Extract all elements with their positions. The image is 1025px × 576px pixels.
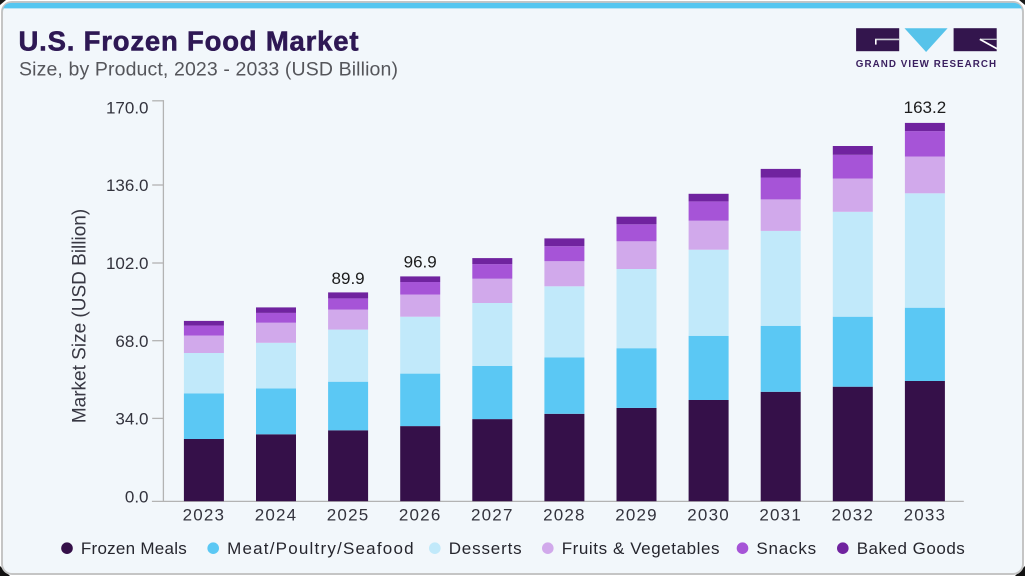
- svg-text:2029: 2029: [615, 506, 658, 525]
- svg-text:2024: 2024: [255, 506, 298, 525]
- svg-text:89.9: 89.9: [332, 269, 365, 288]
- svg-text:Fruits & Vegetables: Fruits & Vegetables: [562, 539, 720, 558]
- svg-text:102.0: 102.0: [106, 254, 149, 273]
- svg-text:Snacks: Snacks: [756, 539, 817, 558]
- svg-text:2033: 2033: [904, 506, 947, 525]
- svg-text:Desserts: Desserts: [449, 539, 523, 558]
- svg-text:Size, by Product, 2023 - 2033: Size, by Product, 2023 - 2033 (USD Billi…: [19, 59, 398, 81]
- svg-text:GRAND VIEW RESEARCH: GRAND VIEW RESEARCH: [856, 59, 997, 70]
- svg-text:163.2: 163.2: [904, 98, 947, 117]
- svg-text:68.0: 68.0: [115, 332, 148, 351]
- svg-text:2030: 2030: [687, 506, 730, 525]
- svg-text:Market Size (USD Billion): Market Size (USD Billion): [69, 209, 90, 423]
- svg-text:2032: 2032: [831, 506, 874, 525]
- svg-text:Frozen Meals: Frozen Meals: [81, 539, 187, 558]
- svg-text:170.0: 170.0: [106, 98, 149, 117]
- svg-text:96.9: 96.9: [404, 253, 437, 272]
- svg-text:Baked Goods: Baked Goods: [857, 539, 966, 558]
- svg-text:U.S. Frozen Food Market: U.S. Frozen Food Market: [19, 26, 360, 57]
- svg-text:0.0: 0.0: [125, 487, 149, 506]
- svg-text:Meat/Poultry/Seafood: Meat/Poultry/Seafood: [227, 539, 415, 558]
- svg-text:34.0: 34.0: [115, 410, 148, 429]
- svg-text:2027: 2027: [471, 506, 514, 525]
- svg-text:2031: 2031: [759, 506, 802, 525]
- svg-text:2026: 2026: [399, 506, 442, 525]
- svg-text:2028: 2028: [543, 506, 586, 525]
- svg-text:2023: 2023: [183, 506, 226, 525]
- svg-text:136.0: 136.0: [106, 176, 149, 195]
- svg-text:2025: 2025: [327, 506, 370, 525]
